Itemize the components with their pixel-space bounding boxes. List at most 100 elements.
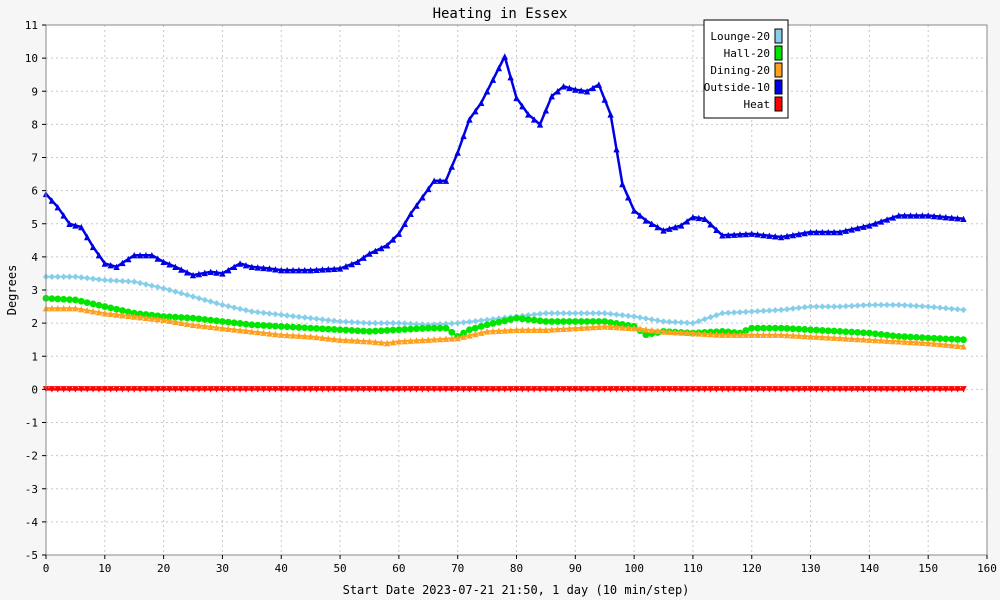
data-point-outside-10 [295,266,303,274]
y-tick-label: -2 [25,450,38,463]
data-point-dining-20 [572,324,579,332]
data-point-outside-10 [801,229,808,237]
data-point-dining-20 [113,311,120,318]
data-point-hall-20 [607,319,614,326]
data-point-hall-20 [765,324,773,332]
data-point-heat [172,386,179,393]
data-point-heat [131,386,138,393]
data-point-dining-20 [83,307,91,314]
data-point-dining-20 [448,335,456,342]
data-point-dining-20 [254,328,261,336]
x-tick-label: 20 [157,562,170,575]
data-point-hall-20 [348,327,356,334]
data-point-outside-10 [325,265,332,273]
data-point-hall-20 [401,326,409,333]
data-point-hall-20 [807,326,814,334]
data-point-lounge-20 [889,301,897,309]
data-point-lounge-20 [877,301,885,309]
data-point-dining-20 [848,335,855,342]
data-point-outside-10 [460,132,467,140]
data-point-dining-20 [407,337,414,344]
data-point-outside-10 [72,222,79,229]
data-point-lounge-20 [930,303,938,311]
data-point-dining-20 [583,324,591,331]
data-point-outside-10 [95,252,103,259]
data-point-dining-20 [348,337,356,344]
data-point-lounge-20 [483,316,491,324]
data-point-outside-10 [760,231,767,239]
data-point-dining-20 [801,332,808,340]
data-point-heat [219,386,226,393]
data-point-heat [719,386,726,393]
data-point-dining-20 [719,331,726,338]
data-point-lounge-20 [854,302,861,309]
data-point-dining-20 [313,333,320,341]
x-tick-label: 80 [510,562,523,575]
data-point-outside-10 [619,180,626,188]
legend-swatch-lounge-20 [774,28,783,44]
data-point-lounge-20 [548,309,555,317]
data-point-hall-20 [760,324,767,332]
data-point-outside-10 [607,111,614,118]
data-point-dining-20 [872,336,879,344]
data-point-outside-10 [448,163,456,170]
data-point-hall-20 [442,324,450,332]
data-point-outside-10 [178,266,185,273]
data-point-hall-20 [248,321,256,329]
data-point-heat [736,386,744,393]
data-point-outside-10 [395,230,403,237]
data-point-heat [513,386,520,393]
data-point-hall-20 [72,296,79,304]
data-point-hall-20 [54,295,62,303]
data-point-lounge-20 [407,320,414,327]
data-point-outside-10 [689,213,697,221]
data-point-hall-20 [319,325,326,333]
data-point-heat [107,386,114,393]
data-point-hall-20 [136,310,144,318]
data-point-heat [213,386,220,393]
data-point-heat [819,386,826,393]
data-point-lounge-20 [166,286,173,294]
data-point-heat [913,386,920,393]
data-point-heat [566,386,573,393]
data-point-lounge-20 [83,274,91,282]
data-point-hall-20 [883,331,891,339]
data-point-lounge-20 [189,293,197,300]
y-tick-label: -4 [25,516,39,529]
data-point-lounge-20 [725,309,732,317]
data-point-heat [166,386,173,393]
data-point-outside-10 [189,271,197,279]
data-point-dining-20 [201,322,208,330]
data-point-heat [72,386,79,393]
data-point-dining-20 [160,316,167,324]
data-point-heat [389,386,397,393]
data-point-lounge-20 [242,307,250,314]
series-lines [42,53,967,393]
data-point-heat [472,386,479,393]
data-point-hall-20 [207,316,215,324]
data-point-outside-10 [242,261,250,269]
chart-title: Heating in Essex [433,6,568,22]
data-point-heat [801,386,808,393]
data-point-outside-10 [136,252,144,259]
data-point-heat [225,386,232,393]
data-point-hall-20 [219,318,226,325]
data-point-dining-20 [489,327,497,335]
data-point-lounge-20 [54,273,61,280]
data-point-hall-20 [195,315,203,323]
data-point-dining-20 [48,305,56,312]
data-point-dining-20 [472,330,479,338]
data-point-heat [848,386,855,393]
data-point-outside-10 [725,231,732,239]
data-point-lounge-20 [836,303,844,310]
data-point-lounge-20 [536,310,544,318]
data-point-outside-10 [530,116,538,123]
data-point-lounge-20 [813,303,820,310]
data-point-dining-20 [266,330,273,337]
y-tick-label: -1 [25,417,38,430]
data-point-heat [807,386,814,393]
data-point-lounge-20 [554,309,561,317]
data-point-lounge-20 [460,319,467,326]
data-point-hall-20 [89,300,97,308]
